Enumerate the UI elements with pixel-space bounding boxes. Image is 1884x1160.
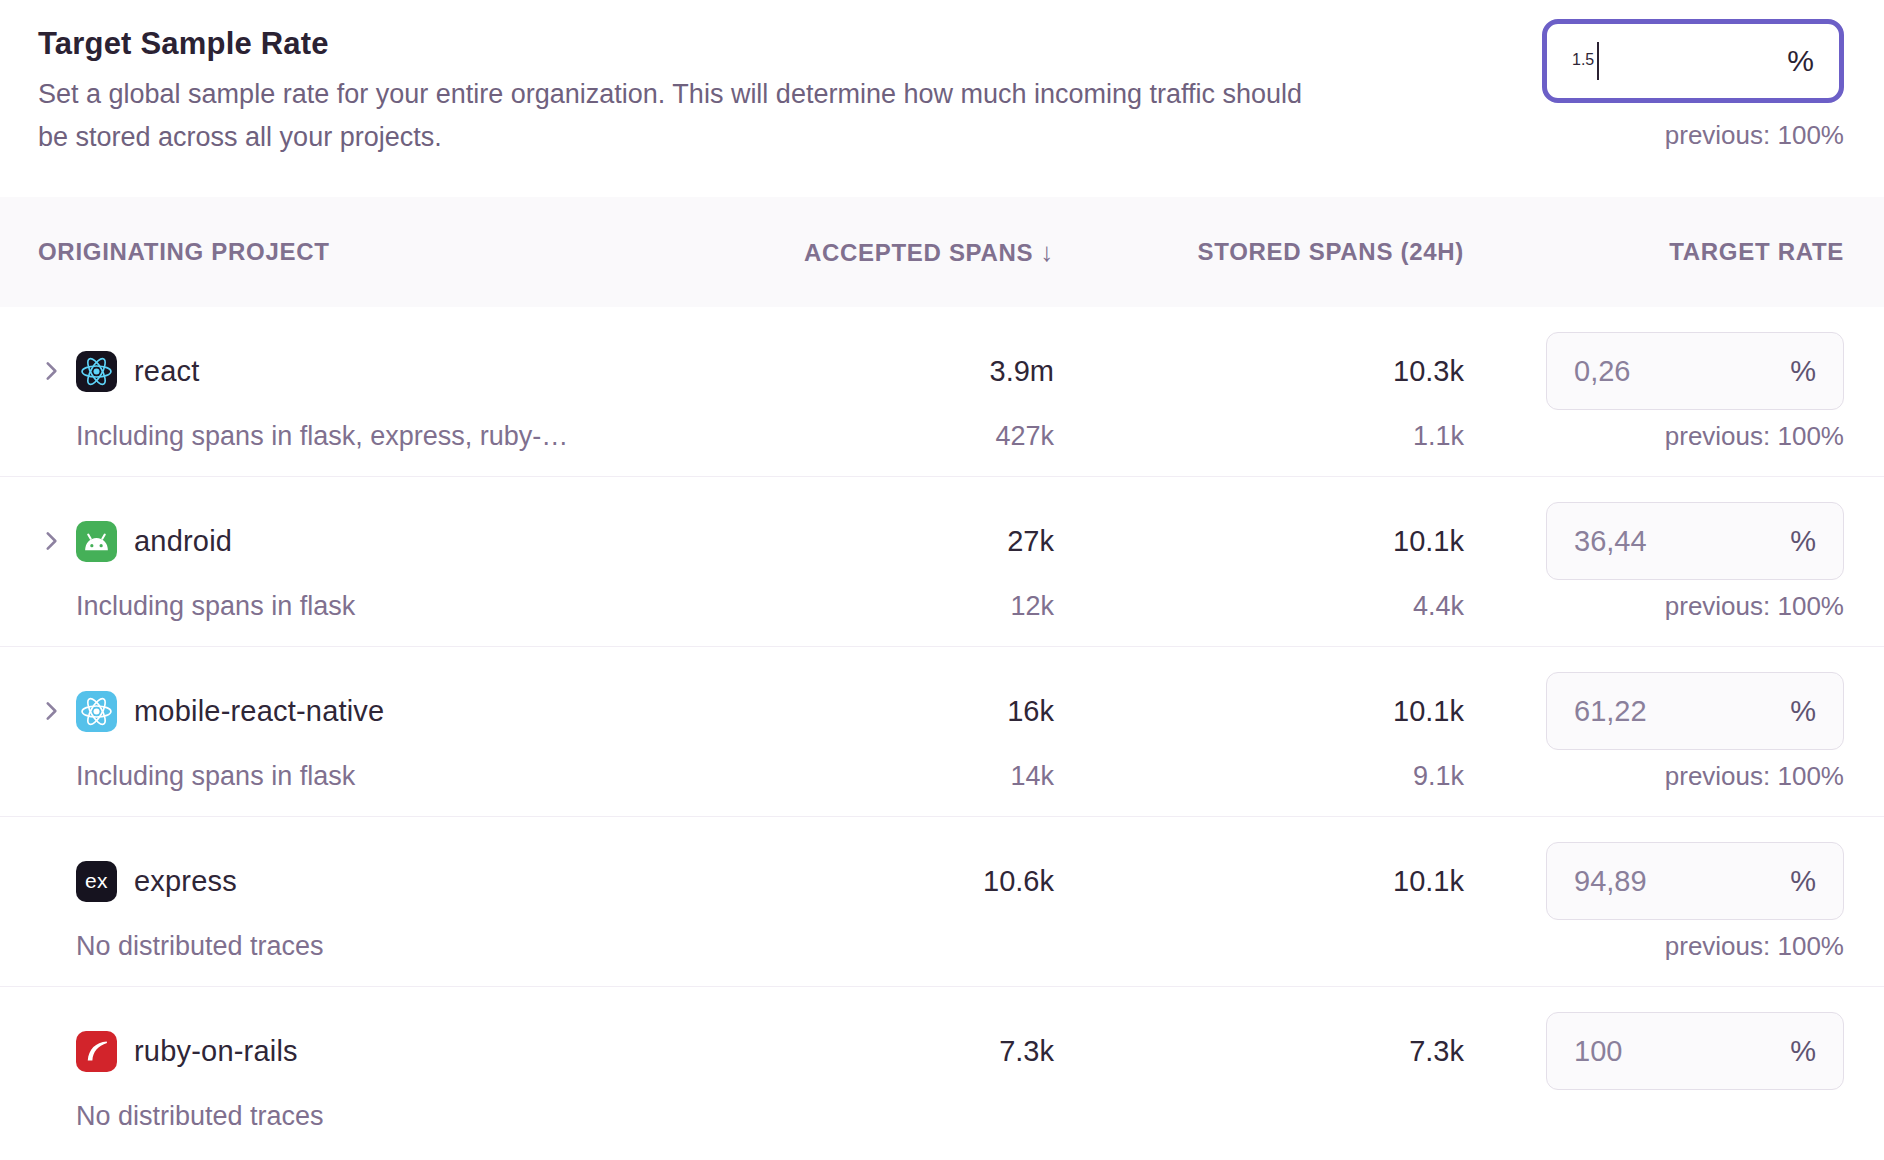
accepted-spans-value: 10.6k — [754, 865, 1054, 898]
panel-header: Target Sample Rate Set a global sample r… — [0, 0, 1884, 197]
previous-rate-label: previous: 100% — [1464, 421, 1844, 452]
sub-stored-value: 9.1k — [1054, 761, 1464, 792]
table-header: ORIGINATING PROJECT ACCEPTED SPANS↓ STOR… — [0, 197, 1884, 307]
project-name: mobile-react-native — [134, 695, 384, 728]
column-stored-spans: STORED SPANS (24H) — [1054, 238, 1464, 266]
global-rate-input[interactable]: 1.5 % — [1542, 19, 1844, 103]
previous-rate-label: previous: 100% — [1464, 761, 1844, 792]
react-icon — [76, 351, 117, 392]
sort-descending-icon: ↓ — [1040, 237, 1054, 267]
project-name: express — [134, 865, 237, 898]
project-name: android — [134, 525, 232, 558]
percent-suffix: % — [1790, 865, 1816, 898]
table-row: mobile-react-native 16k 10.1k 61,22 % In… — [0, 646, 1884, 791]
project-cell: ruby-on-rails — [38, 1031, 754, 1072]
target-sample-rate-panel: Target Sample Rate Set a global sample r… — [0, 0, 1884, 1160]
stored-spans-value: 10.1k — [1054, 865, 1464, 898]
target-rate-input[interactable]: 94,89 % — [1546, 842, 1844, 920]
percent-suffix: % — [1790, 355, 1816, 388]
sub-accepted-value: 427k — [754, 421, 1054, 452]
chevron-right-icon[interactable] — [38, 698, 64, 724]
project-name: ruby-on-rails — [134, 1035, 298, 1068]
target-rate-input[interactable]: 0,26 % — [1546, 332, 1844, 410]
stored-spans-value: 10.1k — [1054, 695, 1464, 728]
project-name: react — [134, 355, 199, 388]
accepted-spans-value: 3.9m — [754, 355, 1054, 388]
express-icon: ex — [76, 861, 117, 902]
row-subtext: Including spans in flask — [38, 591, 754, 622]
project-cell: mobile-react-native — [38, 691, 754, 732]
row-subtext: No distributed traces — [38, 1101, 754, 1132]
stored-spans-value: 10.3k — [1054, 355, 1464, 388]
column-target-rate: TARGET RATE — [1464, 238, 1844, 266]
global-rate-block: 1.5 % previous: 100% — [1542, 19, 1844, 151]
table-row: react 3.9m 10.3k 0,26 % Including spans … — [0, 331, 1884, 451]
percent-suffix: % — [1790, 695, 1816, 728]
ruby-on-rails-icon — [76, 1031, 117, 1072]
android-icon — [76, 521, 117, 562]
accepted-spans-value: 16k — [754, 695, 1054, 728]
row-subtext: Including spans in flask — [38, 761, 754, 792]
row-subtext: No distributed traces — [38, 931, 754, 962]
target-rate-input[interactable]: 100 % — [1546, 1012, 1844, 1090]
previous-rate-label: previous: 100% — [1542, 120, 1844, 151]
project-cell: react — [38, 351, 754, 392]
page-description: Set a global sample rate for your entire… — [38, 73, 1338, 159]
text-caret — [1597, 42, 1599, 80]
sub-accepted-value: 12k — [754, 591, 1054, 622]
target-rate-input[interactable]: 36,44 % — [1546, 502, 1844, 580]
stored-spans-value: 10.1k — [1054, 525, 1464, 558]
table-row: android 27k 10.1k 36,44 % Including span… — [0, 476, 1884, 621]
column-originating-project: ORIGINATING PROJECT — [38, 238, 754, 266]
row-subtext: Including spans in flask, express, ruby-… — [38, 421, 754, 452]
column-accepted-spans[interactable]: ACCEPTED SPANS↓ — [754, 237, 1054, 268]
sub-stored-value: 4.4k — [1054, 591, 1464, 622]
table-row: ruby-on-rails 7.3k 7.3k 100 % No distrib… — [0, 986, 1884, 1131]
chevron-right-icon[interactable] — [38, 358, 64, 384]
react-native-icon — [76, 691, 117, 732]
percent-suffix: % — [1790, 525, 1816, 558]
accepted-spans-value: 27k — [754, 525, 1054, 558]
percent-suffix: % — [1787, 44, 1814, 78]
chevron-right-icon[interactable] — [38, 528, 64, 554]
global-rate-value: 1.5 — [1572, 42, 1599, 80]
table-row: ex express 10.6k 10.1k 94,89 % No distri… — [0, 816, 1884, 961]
previous-rate-label: previous: 100% — [1464, 931, 1844, 962]
previous-rate-label: previous: 100% — [1464, 591, 1844, 622]
accepted-spans-value: 7.3k — [754, 1035, 1054, 1068]
project-cell: ex express — [38, 861, 754, 902]
project-cell: android — [38, 521, 754, 562]
sub-accepted-value: 14k — [754, 761, 1054, 792]
stored-spans-value: 7.3k — [1054, 1035, 1464, 1068]
target-rate-input[interactable]: 61,22 % — [1546, 672, 1844, 750]
sub-stored-value: 1.1k — [1054, 421, 1464, 452]
percent-suffix: % — [1790, 1035, 1816, 1068]
